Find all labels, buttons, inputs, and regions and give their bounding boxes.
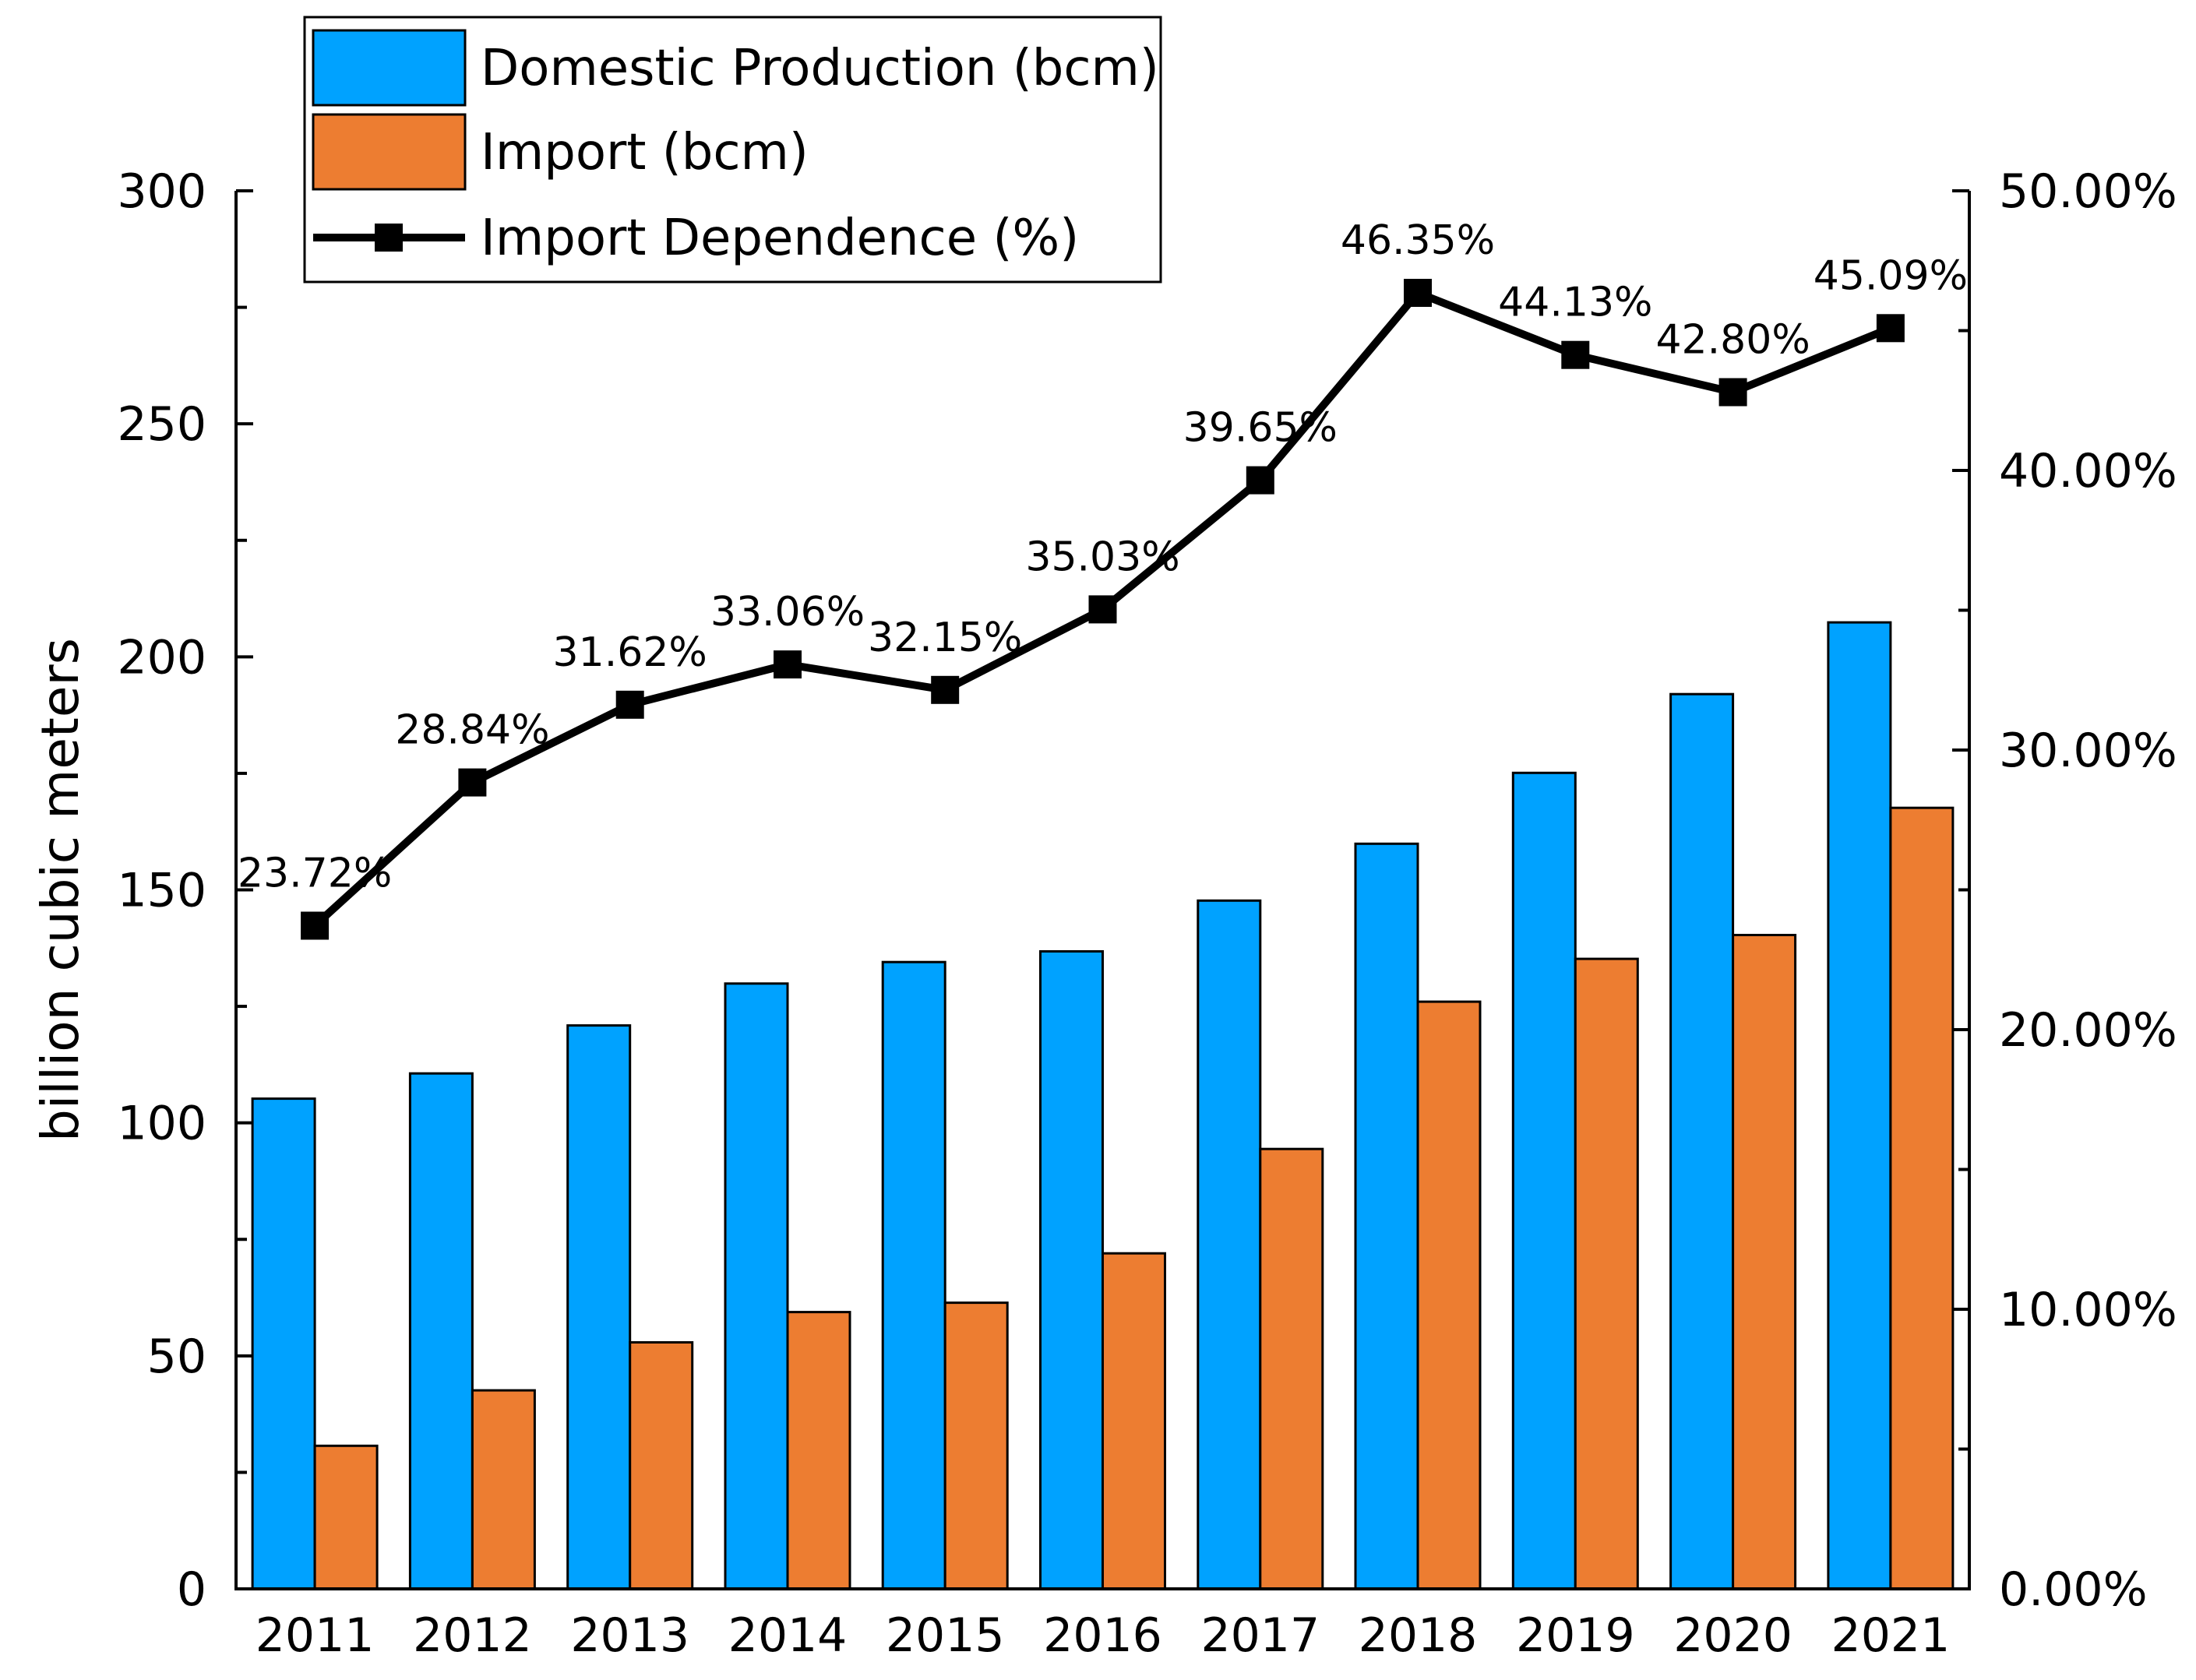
legend-label-import: Import (bcm) [481, 124, 809, 181]
legend-swatch-domestic [312, 29, 467, 107]
import-dependence-marker-2020 [1718, 378, 1747, 407]
x-tick-label-2012: 2012 [413, 1608, 532, 1663]
import-bar-2013 [629, 1341, 694, 1590]
data-label-2011: 23.72% [238, 851, 392, 897]
import-bar-2014 [786, 1311, 851, 1590]
y-tick-label-100: 100 [117, 1097, 206, 1151]
y-tick-label-300: 300 [117, 164, 206, 219]
data-label-2016: 35.03% [1025, 534, 1179, 580]
import-bar-2020 [1732, 934, 1797, 1590]
import-bar-2018 [1416, 1000, 1482, 1590]
x-tick-label-2017: 2017 [1200, 1608, 1320, 1663]
import-bar-2015 [943, 1301, 1009, 1590]
domestic-bar-2017 [1197, 899, 1262, 1590]
domestic-bar-2012 [408, 1072, 474, 1590]
y-tick-label-250: 250 [117, 397, 206, 452]
x-tick-label-2011: 2011 [256, 1608, 375, 1663]
x-tick-label-2015: 2015 [886, 1608, 1005, 1663]
import-bar-2012 [471, 1389, 536, 1590]
y-axis-title: billion cubic meters [30, 638, 90, 1142]
x-tick-label-2020: 2020 [1673, 1608, 1792, 1663]
y2-tick-label-0: 0.00% [1999, 1562, 2148, 1617]
y2-tick-label-3: 30.00% [1999, 724, 2177, 778]
legend-swatch-marker [375, 224, 403, 252]
y2-tick-label-4: 40.00% [1999, 444, 2177, 498]
data-label-2013: 31.62% [553, 629, 707, 676]
bars-layer [251, 621, 1955, 1590]
data-label-2014: 33.06% [710, 589, 865, 636]
import-bar-2011 [313, 1444, 379, 1590]
data-label-2012: 28.84% [395, 707, 549, 754]
y2-tick-label-5: 50.00% [1999, 164, 2177, 219]
legend-swatch-import [312, 113, 467, 191]
domestic-bar-2021 [1827, 621, 1892, 1590]
import-dependence-marker-2014 [774, 650, 802, 679]
y-tick-label-0: 0 [177, 1562, 206, 1617]
x-tick-label-2013: 2013 [570, 1608, 689, 1663]
domestic-bar-2011 [251, 1097, 316, 1590]
import-dependence-marker-2012 [458, 768, 487, 797]
domestic-bar-2016 [1039, 950, 1104, 1590]
x-tick-label-2019: 2019 [1516, 1608, 1635, 1663]
data-label-2020: 42.80% [1655, 317, 1810, 364]
y2-tick-label-1: 10.00% [1999, 1283, 2177, 1337]
domestic-bar-2020 [1669, 692, 1735, 1590]
domestic-bar-2014 [724, 982, 789, 1590]
import-dependence-marker-2019 [1561, 340, 1590, 369]
domestic-bar-2013 [566, 1024, 632, 1590]
legend: Domestic Production (bcm) Import (bcm) Imp… [303, 16, 1162, 284]
legend-label-domestic: Domestic Production (bcm) [481, 40, 1159, 97]
import-dependence-marker-2011 [301, 911, 330, 940]
line-layer [301, 279, 1905, 940]
domestic-bar-2015 [881, 960, 946, 1590]
axes-layer [234, 189, 1971, 1590]
import-dependence-marker-2015 [931, 675, 960, 704]
data-label-2018: 46.35% [1341, 217, 1495, 264]
import-dependence-marker-2021 [1876, 314, 1905, 343]
x-tick-label-2021: 2021 [1831, 1608, 1951, 1663]
import-bar-2017 [1259, 1147, 1324, 1590]
data-label-2015: 32.15% [868, 615, 1022, 661]
labels-layer: 2011 2012 2013 2014 2015 2016 2017 2018 2019 2020… [30, 164, 2177, 1663]
y-tick-label-200: 200 [117, 630, 206, 685]
y-tick-label-150: 150 [117, 864, 206, 918]
import-dependence-marker-2017 [1246, 466, 1274, 495]
domestic-bar-2019 [1511, 771, 1577, 1590]
x-tick-label-2016: 2016 [1043, 1608, 1162, 1663]
data-label-2021: 45.09% [1814, 252, 1968, 299]
import-bar-2019 [1574, 957, 1639, 1590]
import-bar-2016 [1102, 1252, 1166, 1590]
import-dependence-marker-2016 [1088, 595, 1117, 624]
import-dependence-marker-2018 [1404, 279, 1432, 307]
domestic-bar-2018 [1354, 842, 1419, 1590]
x-tick-label-2018: 2018 [1359, 1608, 1478, 1663]
data-label-2017: 39.65% [1183, 405, 1338, 452]
legend-label-import-dependence: Import Dependence (%) [481, 210, 1079, 267]
y-tick-label-50: 50 [147, 1330, 206, 1384]
import-bar-2021 [1889, 806, 1955, 1590]
import-dependence-marker-2013 [615, 690, 644, 719]
y2-tick-label-2: 20.00% [1999, 1003, 2177, 1058]
data-label-2019: 44.13% [1498, 280, 1652, 326]
x-tick-label-2014: 2014 [728, 1608, 848, 1663]
